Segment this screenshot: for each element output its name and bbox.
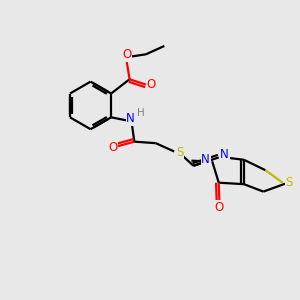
Text: O: O	[122, 48, 131, 62]
Text: S: S	[286, 176, 293, 189]
Text: N: N	[201, 153, 210, 166]
Text: H: H	[137, 108, 145, 118]
Text: O: O	[215, 201, 224, 214]
Text: O: O	[147, 78, 156, 91]
Text: S: S	[176, 146, 183, 160]
Text: N: N	[220, 148, 229, 161]
Text: N: N	[126, 112, 135, 125]
Text: O: O	[108, 141, 117, 154]
